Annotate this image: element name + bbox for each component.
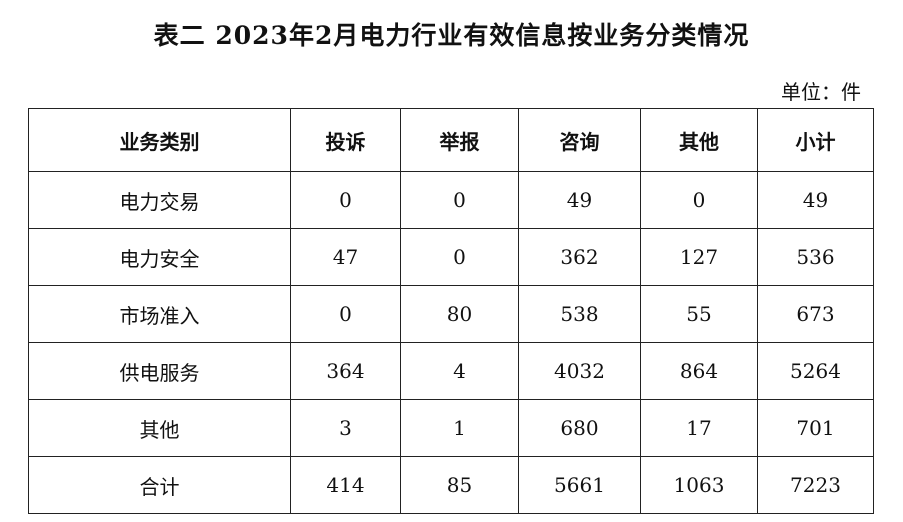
- header-inquiry: 咨询: [518, 108, 641, 172]
- cell-report: 85: [400, 456, 519, 514]
- cell-category: 电力安全: [28, 228, 291, 286]
- cell-category: 市场准入: [28, 285, 291, 343]
- cell-category: 供电服务: [28, 342, 291, 400]
- header-subtotal: 小计: [757, 108, 874, 172]
- header-other: 其他: [640, 108, 758, 172]
- cell-complaint: 414: [290, 456, 401, 514]
- header-row: 业务类别 投诉 举报 咨询 其他 小计: [28, 108, 874, 172]
- header-complaint: 投诉: [290, 108, 401, 172]
- cell-category: 电力交易: [28, 171, 291, 229]
- cell-subtotal: 536: [757, 228, 874, 286]
- cell-subtotal: 701: [757, 399, 874, 457]
- table-row: 供电服务 364 4 4032 864 5264: [28, 342, 874, 400]
- cell-complaint: 0: [290, 285, 401, 343]
- cell-report: 1: [400, 399, 519, 457]
- cell-complaint: 0: [290, 171, 401, 229]
- page-title: 表二 2023年2月电力行业有效信息按业务分类情况: [153, 21, 750, 50]
- cell-inquiry: 680: [518, 399, 641, 457]
- cell-inquiry: 49: [518, 171, 641, 229]
- unit-label: 单位：件: [781, 80, 861, 104]
- table-row: 电力交易 0 0 49 0 49: [28, 171, 874, 229]
- cell-inquiry: 4032: [518, 342, 641, 400]
- cell-subtotal: 5264: [757, 342, 874, 400]
- cell-report: 80: [400, 285, 519, 343]
- cell-other: 55: [640, 285, 758, 343]
- cell-inquiry: 5661: [518, 456, 641, 514]
- total-row: 合计 414 85 5661 1063 7223: [28, 456, 874, 514]
- cell-category: 合计: [28, 456, 291, 514]
- cell-category: 其他: [28, 399, 291, 457]
- data-table: 业务类别 投诉 举报 咨询 其他 小计 电力交易 0 0 49 0 49 电力安全 47 0 36…: [28, 108, 874, 514]
- cell-complaint: 47: [290, 228, 401, 286]
- cell-report: 0: [400, 228, 519, 286]
- cell-other: 864: [640, 342, 758, 400]
- cell-report: 0: [400, 171, 519, 229]
- cell-complaint: 3: [290, 399, 401, 457]
- cell-other: 0: [640, 171, 758, 229]
- cell-inquiry: 362: [518, 228, 641, 286]
- cell-inquiry: 538: [518, 285, 641, 343]
- table-row: 电力安全 47 0 362 127 536: [28, 228, 874, 286]
- cell-other: 127: [640, 228, 758, 286]
- cell-other: 17: [640, 399, 758, 457]
- cell-other: 1063: [640, 456, 758, 514]
- cell-subtotal: 673: [757, 285, 874, 343]
- header-category: 业务类别: [28, 108, 291, 172]
- cell-complaint: 364: [290, 342, 401, 400]
- cell-report: 4: [400, 342, 519, 400]
- cell-subtotal: 7223: [757, 456, 874, 514]
- header-report: 举报: [400, 108, 519, 172]
- table-row: 其他 3 1 680 17 701: [28, 399, 874, 457]
- cell-subtotal: 49: [757, 171, 874, 229]
- table-row: 市场准入 0 80 538 55 673: [28, 285, 874, 343]
